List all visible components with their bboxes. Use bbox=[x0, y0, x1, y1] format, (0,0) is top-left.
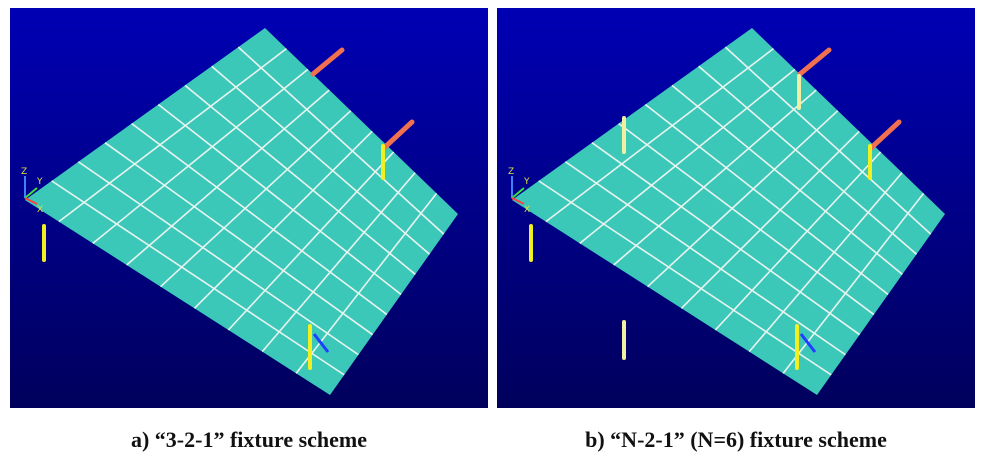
axis-label: Y bbox=[36, 177, 43, 187]
axis-label: Z bbox=[21, 167, 27, 177]
axis-label: Z bbox=[508, 167, 514, 177]
caption: b) “N-2-1” (N=6) fixture scheme bbox=[585, 427, 887, 452]
panel: ZY Xa) “3-2-1” fixture scheme bbox=[10, 8, 488, 452]
caption: a) “3-2-1” fixture scheme bbox=[131, 427, 367, 452]
page: {"panels": [ {"caption": "a) \u201c3-2-1… bbox=[0, 0, 987, 463]
axis-label: X bbox=[524, 205, 530, 215]
axis-label: Y bbox=[523, 177, 530, 187]
panel: ZY Xb) “N-2-1” (N=6) fixture scheme bbox=[497, 8, 975, 452]
figure: ZYXa) “3-2-1” fixture schemeZYXb) “N-2-1… bbox=[0, 0, 987, 463]
axis-label: X bbox=[37, 205, 43, 215]
